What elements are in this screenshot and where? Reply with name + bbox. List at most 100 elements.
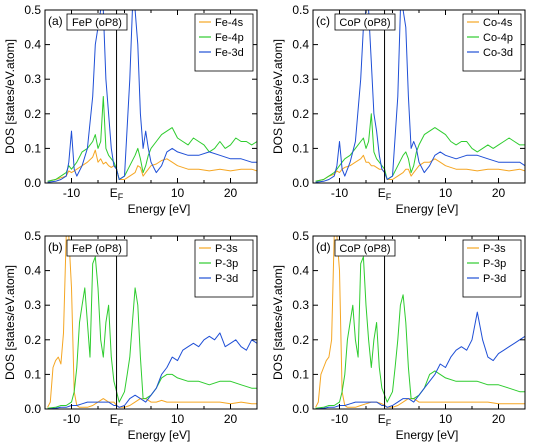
y-tick-label: 0.4 [24, 264, 41, 278]
y-tick-label: 0.3 [24, 298, 41, 312]
legend-entry: P-3p [483, 258, 506, 270]
compound-label-box [334, 13, 396, 31]
x-tick-label: 10 [439, 412, 453, 426]
series-line-fe-3d [47, 10, 257, 183]
x-tick-label: 20 [224, 412, 238, 426]
x-tick-label: 20 [492, 412, 506, 426]
fermi-label-main: E [110, 186, 118, 200]
y-tick-label: 0.2 [24, 107, 41, 121]
fermi-label: EF [110, 186, 124, 202]
x-axis-title: Energy [eV] [396, 428, 459, 442]
y-tick-label: 0.0 [292, 402, 309, 416]
x-tick-label: 10 [171, 186, 185, 200]
compound-label: FeP (oP8) [72, 17, 122, 29]
series-line-fe-4p [47, 96, 257, 182]
fermi-label-sub: F [386, 418, 392, 428]
fermi-label-main: E [378, 186, 386, 200]
y-tick-label: 0.0 [24, 402, 41, 416]
y-tick-label: 0.3 [292, 298, 309, 312]
y-tick-label: 0.1 [292, 367, 309, 381]
y-tick-label: 0.1 [24, 141, 41, 155]
y-axis-title: DOS [states/eV.atom] [271, 265, 285, 380]
chart-panel: -10 10 20 EF 0.0 0.1 0.2 0.3 0.4 0.5 Energy [eV] DO… [271, 229, 526, 442]
y-tick-label: 0.4 [292, 264, 309, 278]
y-tick-label: 0.1 [24, 367, 41, 381]
y-tick-label: 0.4 [24, 38, 41, 52]
legend-entry: Co-4p [483, 32, 513, 44]
fermi-label-main: E [378, 412, 386, 426]
legend-entry: P-3s [215, 243, 238, 255]
legend-entry: Co-4s [483, 17, 513, 29]
y-axis-title: DOS [states/eV.atom] [271, 39, 285, 154]
x-tick-label: 10 [439, 186, 453, 200]
x-tick-label: -10 [331, 186, 349, 200]
series-line-p-3p [47, 256, 257, 409]
legend-entry: P-3d [483, 273, 506, 285]
compound-label: CoP (oP8) [339, 243, 390, 255]
y-tick-label: 0.3 [24, 72, 41, 86]
panel-letter: (b) [48, 240, 63, 254]
chart-panel: -10 10 20 EF 0.0 0.1 0.2 0.3 0.4 0.5 Energy [eV] DO… [271, 3, 526, 216]
y-tick-label: 0.0 [24, 176, 41, 190]
fermi-label-main: E [110, 412, 118, 426]
x-tick-label: 20 [224, 186, 238, 200]
panel-letter: (d) [316, 240, 331, 254]
legend-box [194, 13, 254, 72]
series-line-p-3s [47, 236, 257, 408]
x-axis-title: Energy [eV] [128, 202, 191, 216]
series-line-co-3d [315, 10, 525, 183]
series-line-p-3s [315, 236, 525, 408]
y-tick-label: 0.4 [292, 38, 309, 52]
y-tick-label: 0.5 [24, 3, 41, 17]
compound-label: CoP (oP8) [339, 17, 390, 29]
y-tick-label: 0.1 [292, 141, 309, 155]
x-tick-label: 20 [492, 186, 506, 200]
series-line-p-3p [315, 256, 525, 409]
legend-entry: P-3d [215, 273, 238, 285]
series-line-co-4s [315, 154, 525, 182]
compound-label-box [334, 239, 396, 257]
fermi-label: EF [378, 412, 392, 428]
x-axis-title: Energy [eV] [128, 428, 191, 442]
y-tick-label: 0.2 [292, 333, 309, 347]
x-axis-title: Energy [eV] [396, 202, 459, 216]
fermi-label-sub: F [118, 192, 124, 202]
fermi-label-sub: F [386, 192, 392, 202]
x-tick-label: -10 [63, 186, 81, 200]
panel-letter: (c) [316, 14, 330, 28]
fermi-label: EF [378, 186, 392, 202]
legend-box [194, 239, 254, 298]
legend-entry: Fe-4s [215, 17, 244, 29]
legend-box [462, 239, 522, 298]
chart-panel: -10 10 20 EF 0.0 0.1 0.2 0.3 0.4 0.5 Energy [eV] DO… [3, 229, 258, 442]
legend-entry: Co-3d [483, 47, 513, 59]
chart-panel: -10 10 20 EF 0.0 0.1 0.2 0.3 0.4 0.5 Energy [eV] DO… [3, 3, 258, 216]
y-tick-label: 0.2 [24, 333, 41, 347]
x-tick-label: -10 [331, 412, 349, 426]
panel-letter: (a) [48, 14, 63, 28]
legend-entry: Fe-4p [215, 32, 244, 44]
y-tick-label: 0.5 [292, 229, 309, 243]
compound-label: FeP (oP8) [72, 243, 122, 255]
series-line-p-3d [315, 311, 525, 409]
y-axis-title: DOS [states/eV.atom] [3, 265, 17, 380]
y-tick-label: 0.0 [292, 176, 309, 190]
legend-entry: P-3s [483, 243, 506, 255]
compound-label-box [66, 13, 128, 31]
fermi-label: EF [110, 412, 124, 428]
y-axis-title: DOS [states/eV.atom] [3, 39, 17, 154]
y-tick-label: 0.3 [292, 72, 309, 86]
compound-label-box [66, 239, 128, 257]
y-tick-label: 0.2 [292, 107, 309, 121]
x-tick-label: 10 [171, 412, 185, 426]
series-line-fe-4s [47, 149, 257, 182]
legend-box [462, 13, 522, 72]
x-tick-label: -10 [63, 412, 81, 426]
fermi-label-sub: F [118, 418, 124, 428]
y-tick-label: 0.5 [292, 3, 309, 17]
legend-entry: P-3p [215, 258, 238, 270]
y-tick-label: 0.5 [24, 229, 41, 243]
series-line-p-3d [47, 332, 257, 409]
legend-entry: Fe-3d [215, 47, 244, 59]
